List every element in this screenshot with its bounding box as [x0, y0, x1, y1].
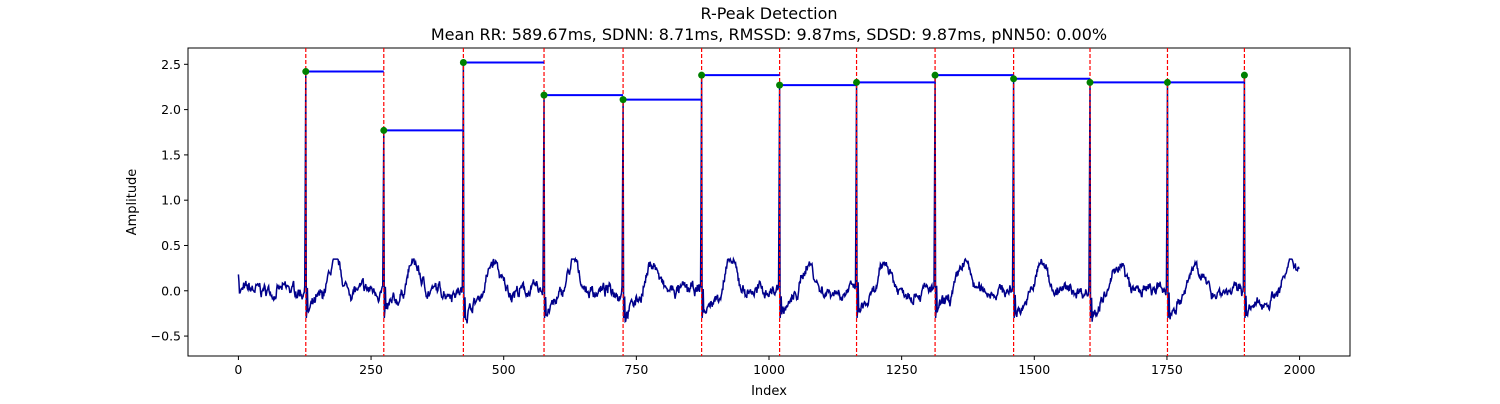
peak-marker: [853, 78, 861, 86]
y-tick-label: 0.0: [161, 283, 181, 298]
x-tick-label: 1500: [1018, 362, 1050, 377]
plot-marks: [237, 48, 1300, 356]
x-tick-label: 750: [624, 362, 648, 377]
y-tick-label: 0.5: [161, 238, 181, 253]
x-tick-label: 1750: [1151, 362, 1183, 377]
peak-marker: [380, 126, 388, 134]
x-tick-label: 2000: [1284, 362, 1316, 377]
x-tick-label: 250: [359, 362, 383, 377]
y-tick-label: 2.5: [161, 57, 181, 72]
x-tick-label: 1250: [886, 362, 918, 377]
peak-marker: [540, 91, 548, 99]
peak-marker: [302, 68, 310, 76]
x-axis-label: Index: [751, 384, 787, 399]
y-tick-label: 1.0: [161, 193, 181, 208]
chart-title: R-Peak Detection: [700, 4, 837, 23]
peak-marker: [1086, 78, 1094, 86]
peak-marker: [459, 58, 467, 66]
peak-marker: [931, 71, 939, 79]
x-tick-label: 500: [492, 362, 516, 377]
chart-subtitle: Mean RR: 589.67ms, SDNN: 8.71ms, RMSSD: …: [431, 25, 1107, 44]
y-axis-label: Amplitude: [125, 169, 140, 236]
y-tick-label: 2.0: [161, 102, 181, 117]
peak-marker: [1010, 75, 1018, 83]
peak-marker: [1163, 78, 1171, 86]
peak-marker: [698, 71, 706, 79]
ecg-signal-line: [237, 62, 1300, 324]
x-tick-label: 1000: [753, 362, 785, 377]
peak-marker: [619, 96, 627, 104]
peak-marker: [776, 81, 784, 89]
y-tick-label: −0.5: [151, 329, 181, 344]
x-tick-label: 0: [234, 362, 242, 377]
peak-marker: [1240, 71, 1248, 79]
axis-ticks: 0 250 500 750 1000 1250 1500 1750 2000 −0.5 0.0 0.5…: [151, 57, 1316, 377]
y-tick-label: 1.5: [161, 147, 181, 162]
